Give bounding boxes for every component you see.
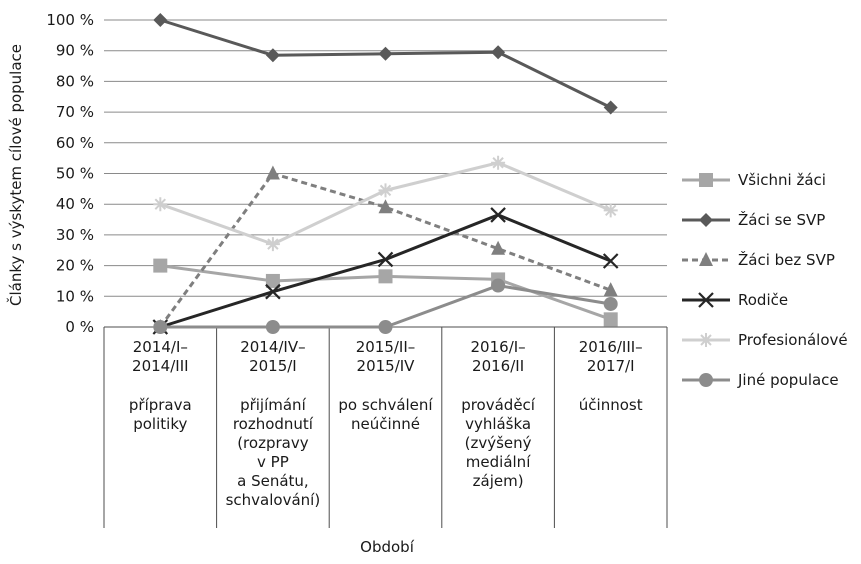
y-tick-label: 10 %: [56, 287, 94, 305]
data-point: [378, 320, 393, 334]
x-phase-label: schvalování): [226, 491, 321, 509]
data-point: [153, 197, 168, 212]
data-point: [603, 312, 618, 327]
data-point: [265, 165, 280, 180]
x-phase-label: přijímání: [240, 396, 307, 414]
legend-label: Žáci bez SVP: [738, 250, 835, 269]
legend-marker: [699, 213, 713, 227]
x-phase-label: politiky: [133, 415, 187, 433]
data-point: [490, 207, 506, 223]
series-1: [153, 13, 618, 115]
legend-label: Rodiče: [738, 291, 788, 309]
data-point: [603, 203, 618, 218]
y-tick-label: 70 %: [56, 103, 94, 121]
data-point: [265, 48, 280, 63]
data-point: [265, 273, 280, 288]
legend-item: Žáci se SVP: [682, 210, 825, 229]
x-phase-label: (zvýšený: [465, 434, 532, 452]
data-point: [378, 269, 393, 284]
y-tick-label: 0 %: [65, 318, 94, 336]
legend: Všichni žáci Žáci se SVP Žáci bez SVP Rodič…: [682, 171, 848, 389]
x-tick-label: 2017/I: [587, 357, 635, 375]
x-tick-label: 2014/IV–: [240, 338, 305, 356]
y-tick-label: 100 %: [46, 11, 94, 29]
legend-marker: [699, 252, 713, 266]
x-category-frame: [103, 327, 668, 528]
x-axis-title: Období: [360, 538, 415, 556]
x-phase-label: v PP: [257, 453, 289, 471]
y-tick-label: 50 %: [56, 165, 94, 183]
y-tick-label: 60 %: [56, 134, 94, 152]
legend-label: Všichni žáci: [738, 171, 826, 189]
legend-item: Profesionálové: [682, 331, 848, 349]
x-category-labels: 2014/I–2014/IIIpřípravapolitiky2014/IV–2…: [129, 338, 643, 509]
data-point: [265, 283, 281, 300]
data-point: [378, 199, 393, 214]
x-phase-label: prováděcí: [461, 396, 536, 414]
y-tick-label: 90 %: [56, 42, 94, 60]
series-line: [159, 18, 612, 109]
data-point: [491, 155, 506, 170]
x-phase-label: neúčinné: [351, 415, 420, 433]
x-tick-label: 2015/I: [249, 357, 297, 375]
legend-marker: [698, 292, 714, 308]
series-4: [153, 155, 618, 252]
data-point: [153, 258, 168, 273]
legend-item: Žáci bez SVP: [682, 250, 835, 269]
legend-item: Jiné populace: [682, 371, 839, 389]
x-phase-label: (rozpravy: [237, 434, 308, 452]
x-tick-label: 2015/II–: [356, 338, 416, 356]
x-phase-label: účinnost: [579, 396, 643, 414]
y-tick-label: 20 %: [56, 257, 94, 275]
x-tick-label: 2016/II: [472, 357, 524, 375]
legend-label: Žáci se SVP: [738, 210, 825, 229]
x-tick-label: 2016/I–: [471, 338, 526, 356]
data-point: [377, 251, 394, 268]
x-phase-label: příprava: [129, 396, 192, 414]
legend-label: Profesionálové: [738, 331, 848, 349]
data-point: [153, 13, 168, 27]
data-point: [153, 320, 168, 334]
legend-marker: [699, 373, 713, 387]
x-tick-label: 2016/III–: [579, 338, 643, 356]
data-point: [491, 240, 506, 255]
y-tick-label: 40 %: [56, 195, 94, 213]
y-axis-title: Články s výskytem cílové populace: [6, 44, 25, 306]
y-tick-label: 80 %: [56, 72, 94, 90]
series-3: [152, 207, 619, 335]
x-phase-label: mediální: [466, 453, 531, 471]
data-point: [602, 253, 619, 269]
legend-item: Všichni žáci: [682, 171, 826, 189]
data-point: [491, 278, 506, 293]
x-phase-label: vyhláška: [465, 415, 531, 433]
legend-label: Jiné populace: [737, 371, 839, 389]
y-tick-label: 30 %: [56, 226, 94, 244]
data-point: [265, 237, 280, 252]
data-point: [603, 282, 618, 297]
y-tick-labels: 0 % 10 % 20 % 30 % 40 % 50 % 60 % 70 % 80 % 90 % 1…: [46, 11, 94, 336]
x-phase-label: zájem): [473, 472, 524, 490]
legend-marker: [699, 173, 713, 187]
data-point: [603, 296, 618, 311]
data-point: [491, 45, 506, 60]
x-phase-label: rozhodnutí: [233, 415, 314, 433]
series-5: [153, 278, 618, 334]
legend-item: Rodiče: [682, 291, 788, 309]
series-lines: [152, 13, 619, 335]
x-tick-label: 2015/IV: [357, 357, 416, 375]
data-point: [378, 183, 393, 198]
data-point: [265, 320, 280, 334]
x-phase-label: po schválení: [338, 396, 433, 414]
legend-marker: [699, 333, 713, 347]
data-point: [603, 100, 618, 115]
x-tick-label: 2014/III: [132, 357, 189, 375]
data-point: [378, 46, 393, 61]
x-tick-label: 2014/I–: [133, 338, 188, 356]
x-phase-label: a Senátu,: [237, 472, 309, 490]
